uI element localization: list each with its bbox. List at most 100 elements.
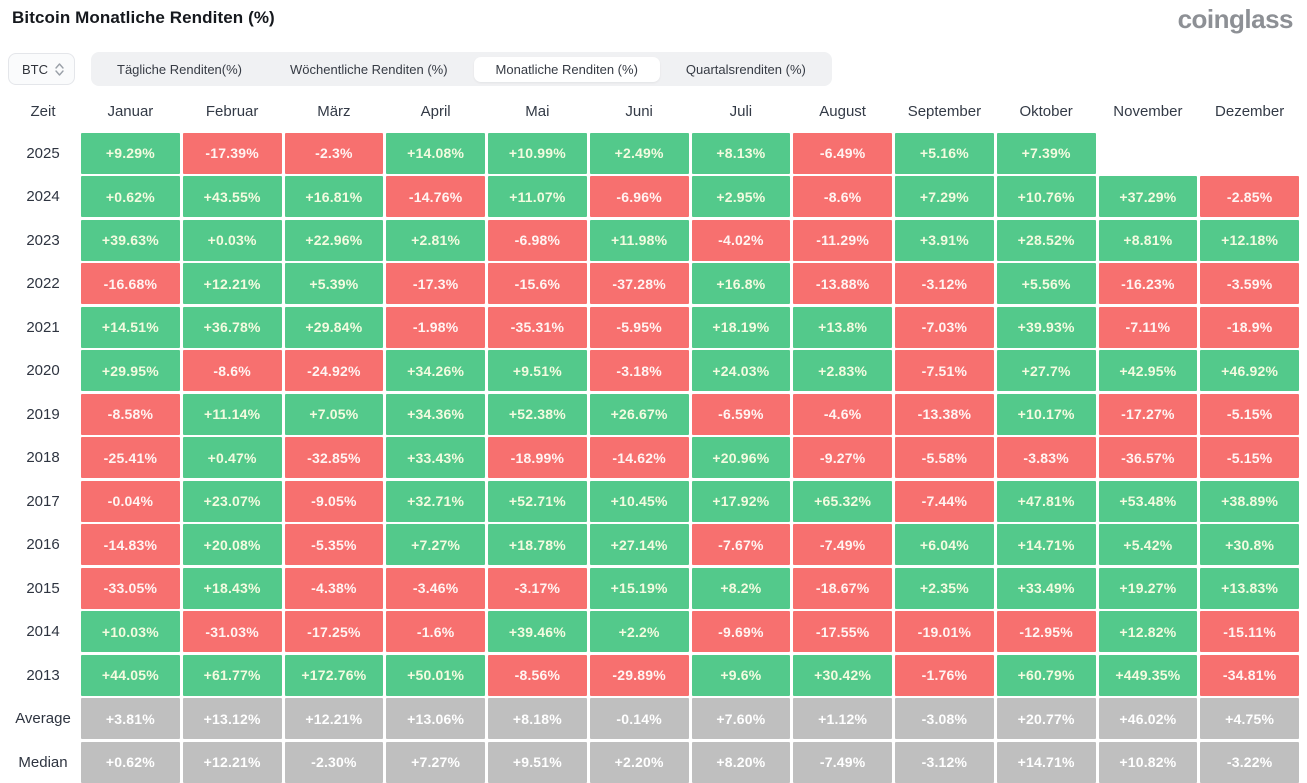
return-cell: +9.29% (81, 132, 180, 174)
return-cell: +43.55% (182, 176, 282, 217)
return-cell: -2.3% (284, 132, 384, 174)
return-cell: +172.76% (284, 654, 384, 696)
row-label-average: Average (15, 710, 71, 727)
return-cell: +52.71% (488, 480, 587, 522)
return-cell: -14.83% (81, 524, 180, 565)
return-cell: +13.06% (386, 698, 485, 739)
return-cell: -7.11% (1098, 306, 1198, 348)
return-cell: -17.27% (1098, 393, 1198, 435)
return-cell: +13.8% (793, 306, 892, 348)
row-label-2015: 2015 (26, 579, 60, 597)
return-cell: +6.04% (895, 524, 994, 565)
return-cell: -18.67% (793, 567, 892, 609)
column-header-juli: Juli (729, 102, 753, 120)
select-updown-icon (55, 62, 64, 76)
return-cell: -3.59% (1200, 263, 1299, 304)
return-cell: -8.6% (793, 176, 892, 217)
return-cell: +47.81% (996, 480, 1096, 522)
column-header-februar: Februar (205, 102, 259, 120)
return-cell: +8.13% (691, 132, 791, 174)
return-cell: +0.47% (182, 437, 282, 478)
column-header-dezember: Dezember (1215, 102, 1285, 120)
return-cell: -3.12% (895, 263, 994, 304)
column-header-august: August (819, 102, 866, 120)
return-cell: -13.88% (793, 263, 892, 304)
return-cell: +12.21% (284, 698, 384, 739)
return-cell: +52.38% (488, 393, 587, 435)
return-cell: -0.14% (589, 698, 689, 739)
return-cell: -12.95% (996, 611, 1096, 652)
return-cell: +10.45% (589, 480, 689, 522)
return-cell: -7.49% (793, 741, 892, 783)
return-cell: +2.83% (793, 350, 892, 391)
return-cell: -9.05% (284, 480, 384, 522)
return-cell: +7.29% (895, 176, 994, 217)
return-cell: +2.35% (895, 567, 994, 609)
return-cell: -3.08% (895, 698, 994, 739)
return-cell: -5.15% (1200, 437, 1299, 478)
return-cell: -6.59% (691, 393, 791, 435)
top-bar: Bitcoin Monatliche Renditen (%) coinglas… (0, 0, 1307, 32)
tab-2[interactable]: Monatliche Renditen (%) (473, 56, 660, 82)
return-cell: +11.07% (488, 176, 587, 217)
return-cell: +29.95% (81, 350, 180, 391)
return-cell: +24.03% (691, 350, 791, 391)
return-cell: +8.20% (691, 741, 791, 783)
return-cell: +8.18% (488, 698, 587, 739)
row-label-2016: 2016 (26, 536, 60, 553)
return-cell: +7.05% (284, 393, 384, 435)
return-cell: +2.95% (691, 176, 791, 217)
return-cell: -7.51% (895, 350, 994, 391)
return-cell: +19.27% (1098, 567, 1198, 609)
return-cell: +20.08% (182, 524, 282, 565)
tab-1[interactable]: Wöchentliche Renditen (%) (268, 57, 470, 82)
return-cell: -15.6% (488, 263, 587, 304)
tab-3[interactable]: Quartalsrenditen (%) (664, 57, 828, 82)
return-cell: -16.68% (81, 263, 180, 304)
row-label-2022: 2022 (26, 275, 60, 292)
return-cell: -0.04% (81, 480, 180, 522)
return-cell: +26.67% (589, 393, 689, 435)
return-cell: +30.42% (793, 654, 892, 696)
return-cell: -9.69% (691, 611, 791, 652)
return-cell: -3.17% (488, 567, 587, 609)
return-cell: -2.85% (1200, 176, 1299, 217)
return-cell: +7.39% (996, 132, 1096, 174)
return-cell: -5.35% (284, 524, 384, 565)
return-cell: -18.9% (1200, 306, 1299, 348)
symbol-select[interactable]: BTC (8, 53, 75, 85)
column-header-november: November (1113, 102, 1183, 120)
return-cell: +46.92% (1200, 350, 1299, 391)
return-cell: +7.27% (386, 524, 485, 565)
tab-0[interactable]: Tägliche Renditen(%) (95, 57, 264, 82)
row-label-2019: 2019 (26, 405, 60, 423)
return-cell: +3.81% (81, 698, 180, 739)
return-cell: -9.27% (793, 437, 892, 478)
return-cell: -4.6% (793, 393, 892, 435)
return-cell: +11.98% (589, 219, 689, 261)
return-cell: -17.55% (793, 611, 892, 652)
return-cell: +5.39% (284, 263, 384, 304)
return-cell: +39.46% (488, 611, 587, 652)
return-cell: +20.77% (996, 698, 1096, 739)
return-cell: -1.76% (895, 654, 994, 696)
return-cell: +2.20% (589, 741, 689, 783)
return-cell: +36.78% (182, 306, 282, 348)
returns-table: Zeit Januar Februar März April Mai Juni Juli Aug… (8, 96, 1299, 783)
row-label-2017: 2017 (26, 492, 60, 510)
return-cell: +10.82% (1098, 741, 1198, 783)
return-cell: -5.95% (589, 306, 689, 348)
column-header-oktober: Oktober (1019, 102, 1073, 120)
return-cell: -37.28% (589, 263, 689, 304)
return-cell: +61.77% (182, 654, 282, 696)
return-cell: +38.89% (1200, 480, 1299, 522)
return-cell: +10.99% (488, 132, 587, 174)
row-label-median: Median (18, 753, 68, 771)
return-cell: +1.12% (793, 698, 892, 739)
return-cell: +2.2% (589, 611, 689, 652)
return-cell: -14.76% (386, 176, 485, 217)
return-cell: +32.71% (386, 480, 485, 522)
column-header-juni: Juni (625, 102, 653, 120)
return-cell: +30.8% (1200, 524, 1299, 565)
return-cell: -18.99% (488, 437, 587, 478)
